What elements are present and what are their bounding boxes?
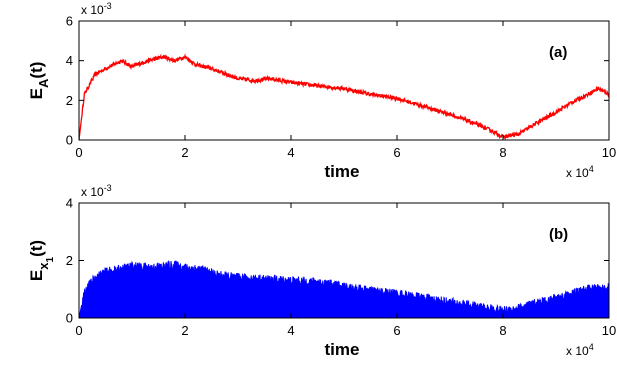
panel-b: 0 2 4 6 8 10 0 2 4 x 10-3 x 104 time (b) Ex1(t) [27, 183, 616, 359]
x-multiplier: x 104 [566, 342, 594, 358]
panel-label: (a) [549, 44, 567, 61]
x-tick-label: 6 [393, 145, 400, 160]
panel-a: 0 2 4 6 8 10 0 2 4 6 x 10-3 x 104 time (a) EA(t) [27, 1, 616, 181]
y-axis-label: Ex1(t) [27, 240, 56, 281]
x-multiplier: x 104 [566, 164, 594, 180]
x-tick-label: 10 [602, 323, 616, 338]
x-tick-label: 10 [602, 145, 616, 160]
y-tick-label: 4 [66, 196, 73, 211]
x-axis-label: time [325, 340, 360, 359]
y-multiplier: x 10-3 [81, 183, 112, 199]
y-axis-label: EA(t) [27, 62, 51, 100]
y-tick-label: 4 [66, 53, 73, 68]
series-line [79, 53, 609, 140]
y-tick-label: 6 [66, 14, 73, 29]
y-tick-label: 0 [66, 133, 73, 148]
x-tick-label: 4 [287, 323, 294, 338]
x-tick-label: 0 [75, 145, 82, 160]
x-axis-label: time [325, 162, 360, 181]
x-tick-label: 4 [287, 145, 294, 160]
x-tick-label: 8 [499, 145, 506, 160]
x-tick-label: 2 [181, 145, 188, 160]
x-tick-label: 6 [393, 323, 400, 338]
y-tick-label: 0 [66, 311, 73, 326]
x-tick-label: 8 [499, 323, 506, 338]
x-tick-label: 2 [181, 323, 188, 338]
axes-box [78, 20, 610, 141]
panel-label: (b) [549, 226, 568, 243]
x-tick-label: 0 [75, 323, 82, 338]
y-tick-label: 2 [66, 93, 73, 108]
y-multiplier: x 10-3 [81, 1, 112, 17]
y-tick-label: 2 [66, 253, 73, 268]
series-area [79, 259, 609, 318]
